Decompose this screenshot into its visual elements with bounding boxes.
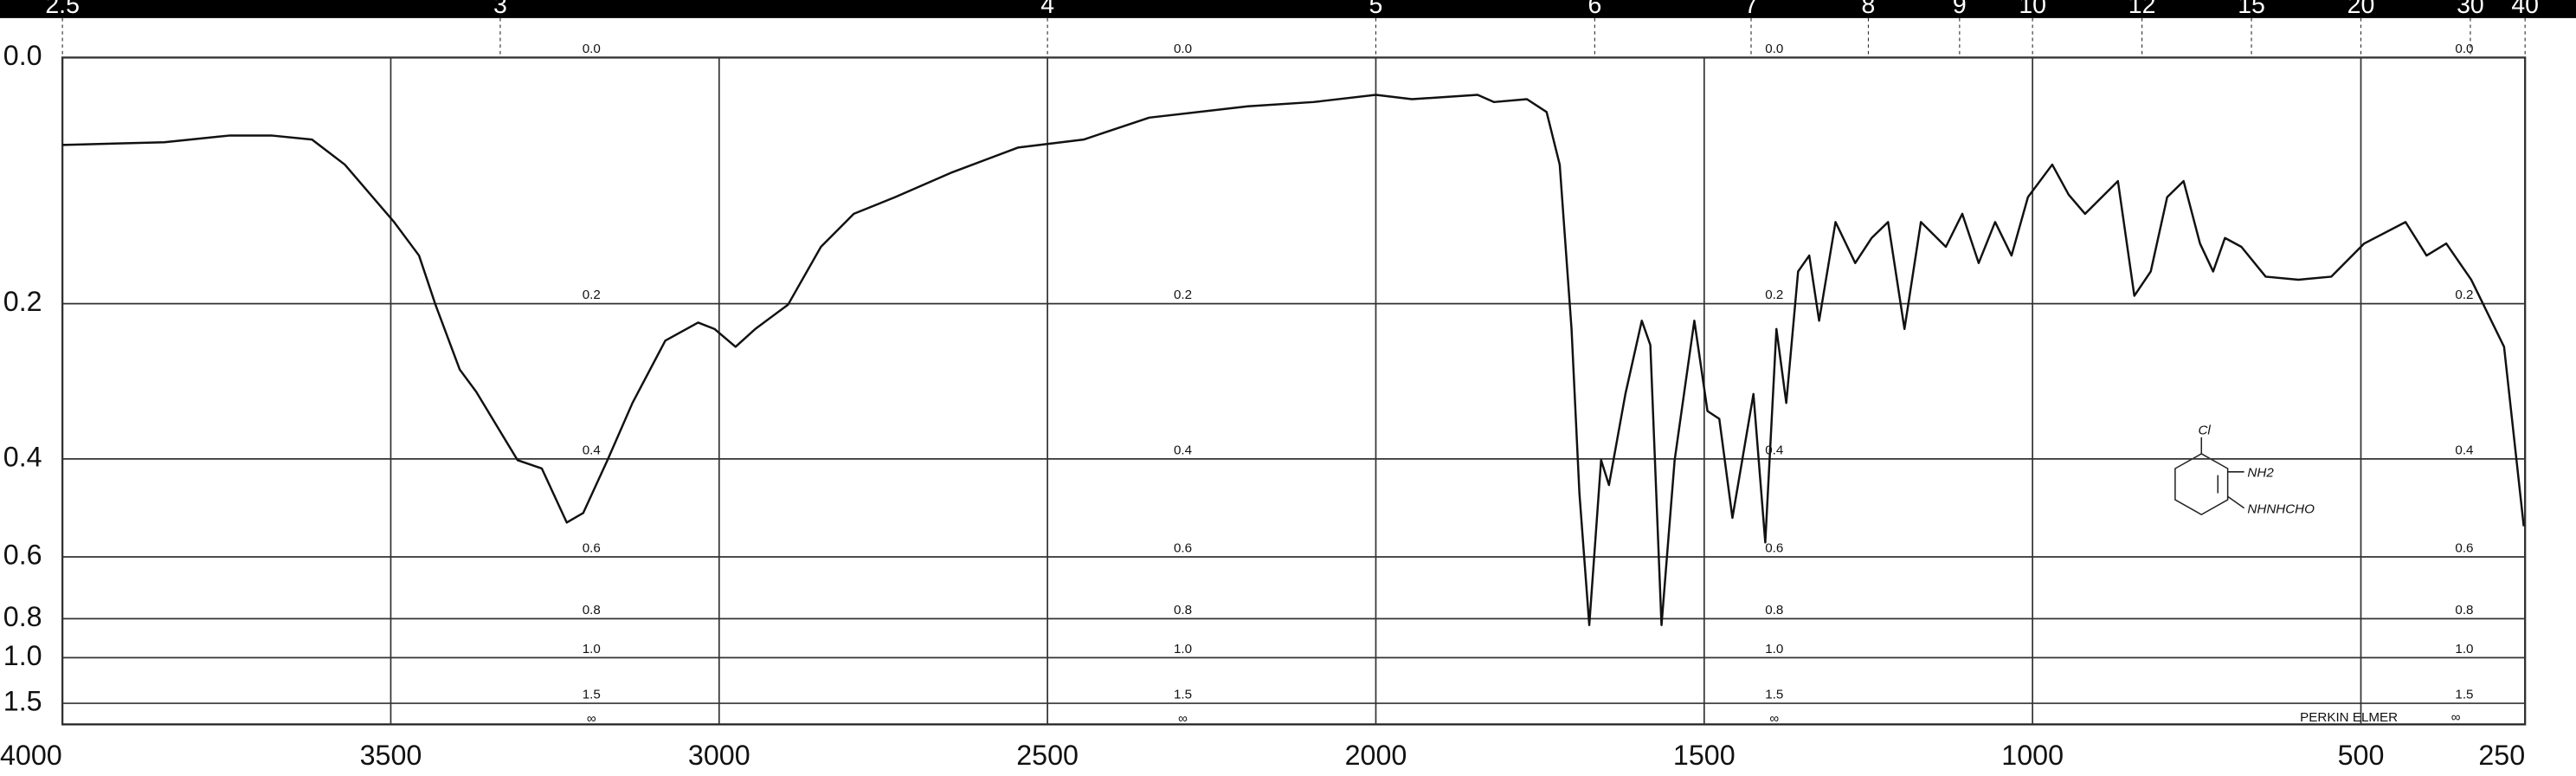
inner-scale-label: 0.0: [1765, 42, 1783, 56]
x-tick-label: 3500: [360, 740, 422, 771]
x2-tick-label: 9: [1953, 0, 1967, 19]
top-band: [0, 0, 2576, 18]
brand-label: PERKIN ELMER: [2300, 710, 2398, 725]
inner-scale-label: 1.0: [583, 642, 601, 656]
x2-tick-label: 30: [2457, 0, 2484, 19]
x2-tick-label: 12: [2128, 0, 2156, 19]
inner-scale-label: 0.0: [1174, 42, 1192, 56]
inner-scale-label: 0.4: [1765, 443, 1783, 457]
x-tick-label: 1000: [2001, 740, 2064, 771]
x2-tick-label: 4: [1040, 0, 1054, 19]
structure-label: NHNHCHO: [2247, 501, 2315, 516]
y-tick-label: 1.0: [3, 640, 42, 671]
inner-scale-label: 0.2: [2455, 288, 2473, 302]
inner-scale-label: 0.8: [1765, 603, 1783, 618]
inner-scale-label: 0.6: [2455, 541, 2473, 556]
inner-scale-end: ∞: [1769, 712, 1779, 727]
x-tick-label: 500: [2338, 740, 2385, 771]
inner-scale-label: 0.0: [583, 42, 601, 56]
inner-scale-label: 0.8: [583, 603, 601, 618]
inner-scale-label: 0.4: [583, 443, 601, 457]
x2-tick-label: 2.5: [45, 0, 80, 19]
x2-tick-label: 10: [2019, 0, 2046, 19]
x-tick-label: 4000: [0, 740, 62, 771]
x-tick-label: 2000: [1345, 740, 1407, 771]
inner-scale-label: 0.0: [2455, 42, 2473, 56]
inner-scale-label: 1.5: [2455, 688, 2473, 702]
y-tick-label: 0.0: [3, 40, 42, 71]
inner-scale-label: 0.6: [583, 541, 601, 556]
inner-scale-end: ∞: [1178, 712, 1188, 727]
y-tick-label: 0.4: [3, 441, 42, 472]
inner-scale-label: 0.4: [1174, 443, 1192, 457]
inner-scale-label: 0.4: [2455, 443, 2473, 457]
x-tick-label: 2500: [1016, 740, 1079, 771]
x-tick-label: 3000: [688, 740, 750, 771]
inner-scale-label: 1.5: [1765, 688, 1783, 702]
inner-scale-label: 1.5: [583, 688, 601, 702]
inner-scale-label: 0.6: [1765, 541, 1783, 556]
inner-scale-label: 1.0: [1174, 642, 1192, 656]
structure-label: Cl: [2198, 423, 2211, 437]
inner-scale-label: 1.5: [1174, 688, 1192, 702]
inner-scale-label: 1.0: [1765, 642, 1783, 656]
x2-tick-label: 15: [2238, 0, 2265, 19]
x2-tick-label: 20: [2347, 0, 2375, 19]
x-tick-label: 1500: [1673, 740, 1736, 771]
inner-scale-end: ∞: [587, 712, 596, 727]
x-tick-label: 250: [2478, 740, 2525, 771]
inner-scale-label: 0.8: [2455, 603, 2473, 618]
inner-scale-label: 0.2: [1765, 288, 1783, 302]
y-tick-label: 1.5: [3, 686, 42, 717]
brand-infinity: ∞: [2451, 710, 2461, 725]
plot-frame: [61, 56, 2527, 726]
x2-tick-label: 7: [1744, 0, 1758, 19]
x2-tick-label: 8: [1862, 0, 1876, 19]
spectrum-line: [62, 94, 2525, 626]
inner-scale-label: 0.6: [1174, 541, 1192, 556]
x2-tick-label: 40: [2511, 0, 2539, 19]
structure-label: NH2: [2247, 466, 2274, 481]
x2-tick-label: 6: [1587, 0, 1601, 19]
inner-scale-label: 0.8: [1174, 603, 1192, 618]
y-tick-label: 0.6: [3, 540, 42, 571]
inner-scale-label: 0.2: [583, 288, 601, 302]
x2-tick-label: 3: [493, 0, 507, 19]
y-tick-label: 0.2: [3, 286, 42, 317]
y-tick-label: 0.8: [3, 601, 42, 632]
x2-tick-label: 5: [1369, 0, 1383, 19]
inner-scale-label: 1.0: [2455, 642, 2473, 656]
structure-drawing: [2174, 436, 2245, 516]
inner-scale-label: 0.2: [1174, 288, 1192, 302]
